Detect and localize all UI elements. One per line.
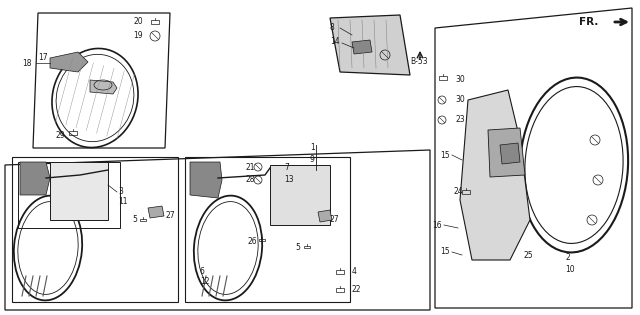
Text: 6: 6 [200,267,205,277]
Polygon shape [318,210,332,222]
Bar [336,289,344,292]
Bar [50,162,108,220]
Text: 27: 27 [330,215,340,225]
Text: 16: 16 [432,220,442,230]
Text: 30: 30 [455,76,465,84]
Polygon shape [50,52,88,72]
Text: 17: 17 [38,53,47,61]
Polygon shape [20,162,50,195]
Bar [151,20,159,24]
Text: FR.: FR. [579,17,598,27]
Bar [12,157,178,302]
Text: B-53: B-53 [410,58,428,66]
Text: 9: 9 [310,156,315,164]
Text: 18: 18 [22,59,31,67]
Text: 14: 14 [330,37,340,47]
Text: 1: 1 [310,144,315,152]
Polygon shape [352,40,372,54]
Text: 8: 8 [330,24,335,32]
Text: 29: 29 [55,131,65,140]
Text: 24: 24 [453,187,463,197]
Text: 19: 19 [133,32,143,41]
Polygon shape [460,90,530,260]
Text: 7: 7 [284,163,289,173]
Bar [69,131,77,135]
Bar [140,219,146,221]
Text: 3: 3 [118,187,123,197]
Polygon shape [190,162,222,198]
Text: 2: 2 [565,254,570,262]
Polygon shape [488,128,525,177]
Text: 11: 11 [118,198,127,207]
Text: 21: 21 [245,163,255,171]
Bar [304,246,310,248]
Bar [462,190,470,194]
Text: 4: 4 [352,267,357,277]
Text: 28: 28 [245,175,255,185]
Text: 15: 15 [440,151,450,159]
Polygon shape [90,80,117,94]
Bar [185,157,350,302]
Bar [336,270,344,274]
Text: 12: 12 [200,278,209,287]
Polygon shape [330,15,410,75]
Text: 5: 5 [132,215,137,225]
Bar [270,165,330,225]
Bar [259,239,265,241]
Text: 30: 30 [455,95,465,105]
Polygon shape [148,206,164,218]
Bar [18,162,120,228]
Text: 22: 22 [352,285,362,295]
Text: 25: 25 [523,250,532,260]
Bar [439,77,447,80]
Text: 27: 27 [165,210,175,220]
Text: 13: 13 [284,175,294,185]
Text: 15: 15 [440,248,450,256]
Text: 10: 10 [565,266,575,274]
Text: 23: 23 [455,116,465,124]
Text: 20: 20 [133,18,143,26]
Polygon shape [500,143,520,164]
Text: 26: 26 [248,238,258,247]
Text: 5: 5 [295,243,300,253]
